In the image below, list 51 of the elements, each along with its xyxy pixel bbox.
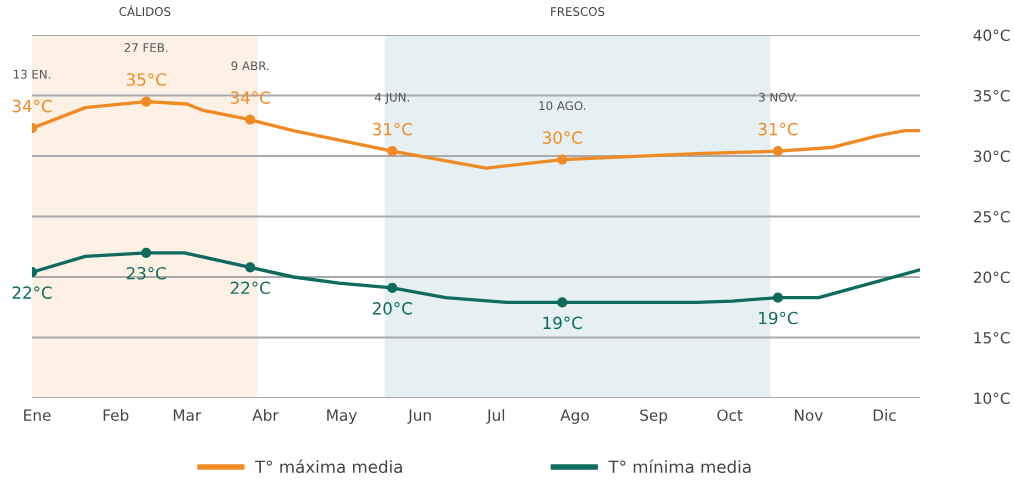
y-tick-label: 35°C	[973, 89, 1010, 102]
x-tick-label: Mar	[173, 409, 202, 421]
x-tick-label: Nov	[794, 409, 823, 421]
point	[557, 154, 568, 165]
x-tick-label: Oct	[717, 409, 743, 421]
annotation: 19°C	[543, 316, 582, 330]
point	[141, 247, 152, 258]
point	[772, 292, 784, 303]
x-tick-label: Jun	[407, 409, 431, 424]
x-tick-label: Abr	[252, 409, 279, 421]
annotation: 3 NOV.	[759, 92, 797, 102]
annotation: 35°C	[126, 73, 166, 86]
x-tick-label: Sep	[640, 409, 668, 424]
y-tick-label: 30°C	[973, 150, 1010, 163]
point	[245, 114, 256, 125]
x-tick-label: Ago	[560, 409, 589, 424]
band-label: FRESCOS	[551, 7, 605, 17]
annotation: 34°C	[230, 91, 270, 104]
x-tick-label: Feb	[103, 409, 129, 421]
y-tick-label: 40°C	[973, 29, 1010, 42]
x-tick-label: Jul	[486, 409, 505, 424]
annotation: 22°C	[230, 281, 270, 295]
point	[557, 297, 568, 308]
annotation: 9 ABR.	[231, 61, 269, 71]
y-tick-label: 20°C	[973, 271, 1010, 284]
annotation: 13 EN.	[13, 69, 51, 79]
legend-label: T° mínima media	[608, 459, 751, 474]
annotation: 34°C	[12, 99, 52, 113]
annotation: 22°C	[12, 286, 52, 299]
legend-label: T° máxima media	[254, 459, 402, 474]
point	[387, 282, 398, 293]
annotation: 23°C	[126, 266, 166, 280]
y-tick-label: 10°C	[974, 392, 1010, 405]
annotation: 31°C	[372, 122, 412, 136]
annotation: 4 JUN.	[374, 92, 409, 104]
point	[245, 262, 256, 273]
point	[772, 146, 784, 157]
annotation: 30°C	[542, 131, 582, 144]
annotation: 19°C	[759, 311, 798, 325]
x-tick-label: Dic	[873, 409, 896, 421]
band-label: CÁLIDOS	[119, 4, 171, 17]
y-tick-label: 25°C	[973, 210, 1010, 223]
annotation: 31°C	[758, 122, 798, 136]
annotation: 27 FEB.	[124, 43, 168, 52]
point	[141, 96, 152, 107]
x-tick-label: Ene	[24, 409, 51, 421]
point	[387, 146, 398, 157]
annotation: 20°C	[372, 302, 412, 315]
annotation: 10 AGO.	[539, 101, 586, 111]
x-tick-label: May	[327, 409, 357, 424]
y-tick-label: 15°C	[974, 331, 1010, 344]
